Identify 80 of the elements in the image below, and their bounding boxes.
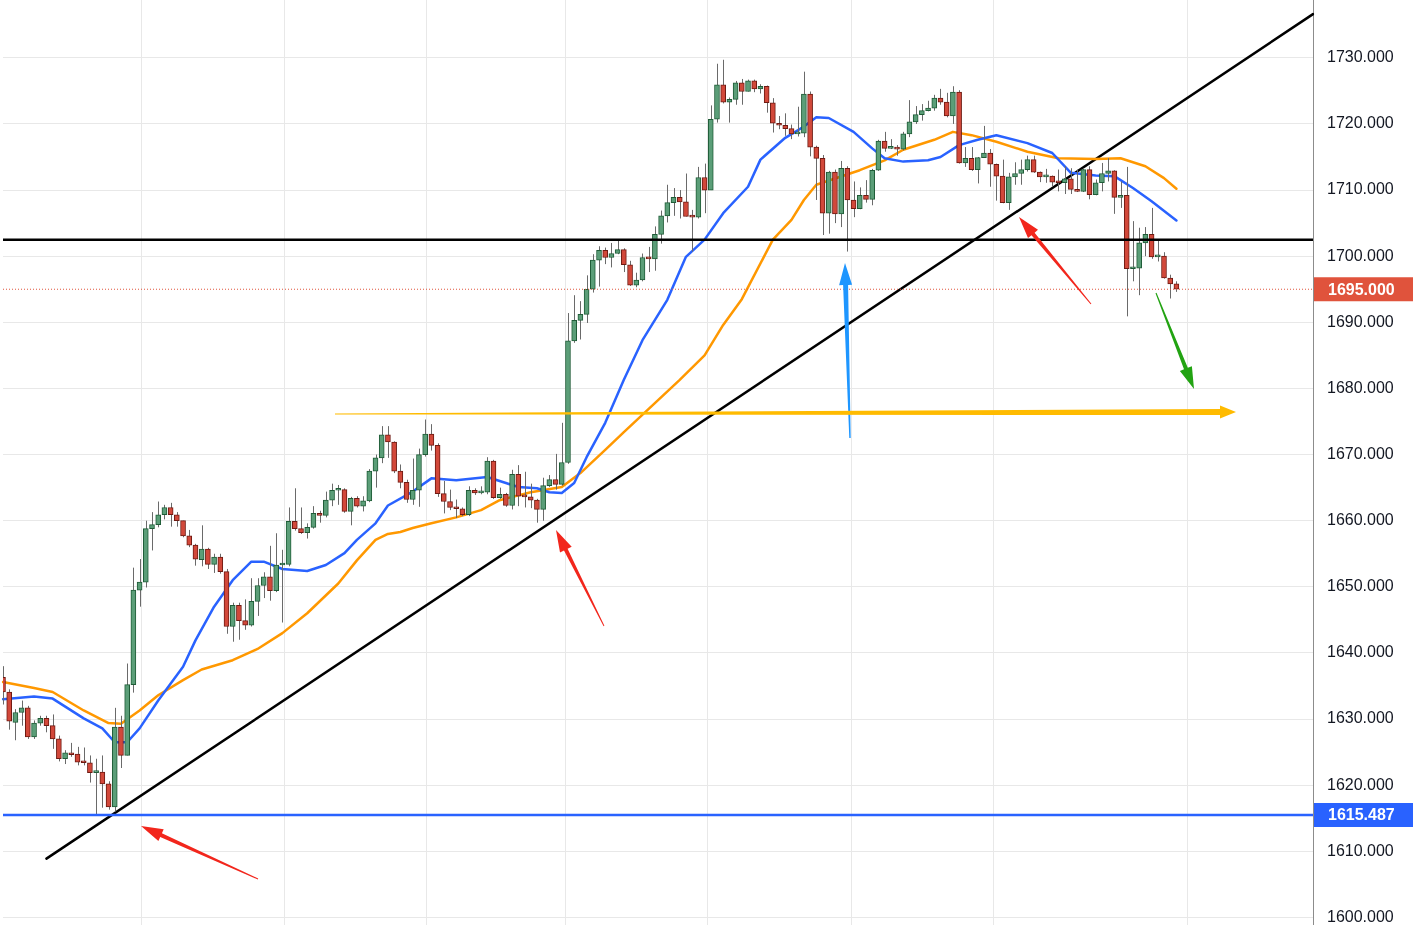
candlestick — [149, 511, 155, 551]
candlestick — [738, 78, 745, 106]
candlestick — [645, 246, 652, 273]
y-tick-label: 1660.000 — [1327, 511, 1394, 529]
candlestick — [409, 458, 416, 506]
y-tick-label: 1670.000 — [1327, 444, 1394, 462]
candlestick — [527, 483, 534, 509]
candlestick — [950, 85, 956, 125]
candlestick — [1161, 251, 1167, 280]
candlestick — [664, 184, 671, 223]
candlestick — [453, 499, 460, 519]
ref-line-label: 1615.487 — [1328, 806, 1395, 824]
candlestick — [56, 735, 62, 762]
candlestick — [1012, 161, 1018, 186]
y-tick-label: 1630.000 — [1327, 709, 1394, 727]
candlestick — [217, 553, 224, 575]
candlestick — [943, 92, 950, 118]
candlestick — [782, 112, 789, 137]
candlestick — [981, 125, 987, 159]
candlestick — [676, 189, 683, 219]
candlestick — [291, 487, 298, 532]
candlestick — [1061, 165, 1068, 195]
y-tick-label: 1640.000 — [1327, 643, 1394, 661]
candlestick — [329, 483, 335, 507]
candlestick — [229, 602, 236, 643]
candlestick — [1167, 274, 1174, 299]
candlestick — [385, 425, 391, 459]
candlestick — [205, 547, 211, 570]
candlestick — [298, 506, 304, 535]
y-tick-label: 1710.000 — [1327, 180, 1394, 198]
candlestick — [335, 484, 342, 506]
ref-line-label: 1695.000 — [1328, 280, 1395, 298]
candlestick — [534, 498, 540, 524]
candlestick — [558, 422, 565, 487]
y-tick-label: 1700.000 — [1327, 246, 1394, 264]
y-tick-label: 1600.000 — [1327, 907, 1394, 925]
candlestick — [552, 453, 559, 491]
candlestick — [987, 148, 993, 188]
candlestick — [770, 97, 776, 134]
candlestick — [211, 553, 217, 574]
candlestick — [422, 419, 429, 458]
candlestick — [1117, 180, 1124, 209]
candlestick — [87, 754, 93, 784]
candlestick — [347, 496, 354, 526]
candlestick — [236, 602, 242, 641]
candlestick — [540, 477, 546, 522]
candlestick — [863, 179, 869, 204]
candlestick — [608, 242, 615, 268]
candlestick — [1099, 162, 1105, 192]
y-tick-label: 1620.000 — [1327, 775, 1394, 793]
candlestick — [658, 210, 664, 245]
candlestick — [378, 425, 385, 464]
candlestick — [323, 491, 329, 518]
candlestick — [900, 131, 907, 151]
candlestick — [1130, 220, 1136, 282]
candlestick — [720, 59, 727, 104]
y-tick-label: 1650.000 — [1327, 577, 1394, 595]
candlestick — [447, 489, 453, 511]
candlestick — [198, 524, 205, 567]
candlestick — [155, 501, 162, 528]
candlestick — [31, 719, 37, 740]
y-tick-label: 1680.000 — [1327, 378, 1394, 396]
candlestick — [596, 245, 602, 288]
y-tick-label: 1690.000 — [1327, 312, 1394, 330]
candlestick — [621, 247, 627, 273]
candlestick — [962, 146, 969, 168]
candlestick — [242, 598, 248, 631]
candlestick — [267, 545, 273, 602]
candlestick — [440, 480, 447, 514]
candlestick — [1068, 167, 1074, 195]
candlestick — [1018, 159, 1025, 186]
candlestick — [571, 294, 578, 344]
y-tick-label: 1610.000 — [1327, 841, 1394, 859]
candlestick — [813, 145, 820, 201]
candlestick — [1136, 227, 1142, 296]
candlestick — [93, 758, 99, 816]
candlestick — [974, 156, 981, 184]
candlestick — [260, 571, 267, 599]
y-tick-label: 1730.000 — [1327, 48, 1394, 66]
y-tick-label: 1720.000 — [1327, 114, 1394, 132]
